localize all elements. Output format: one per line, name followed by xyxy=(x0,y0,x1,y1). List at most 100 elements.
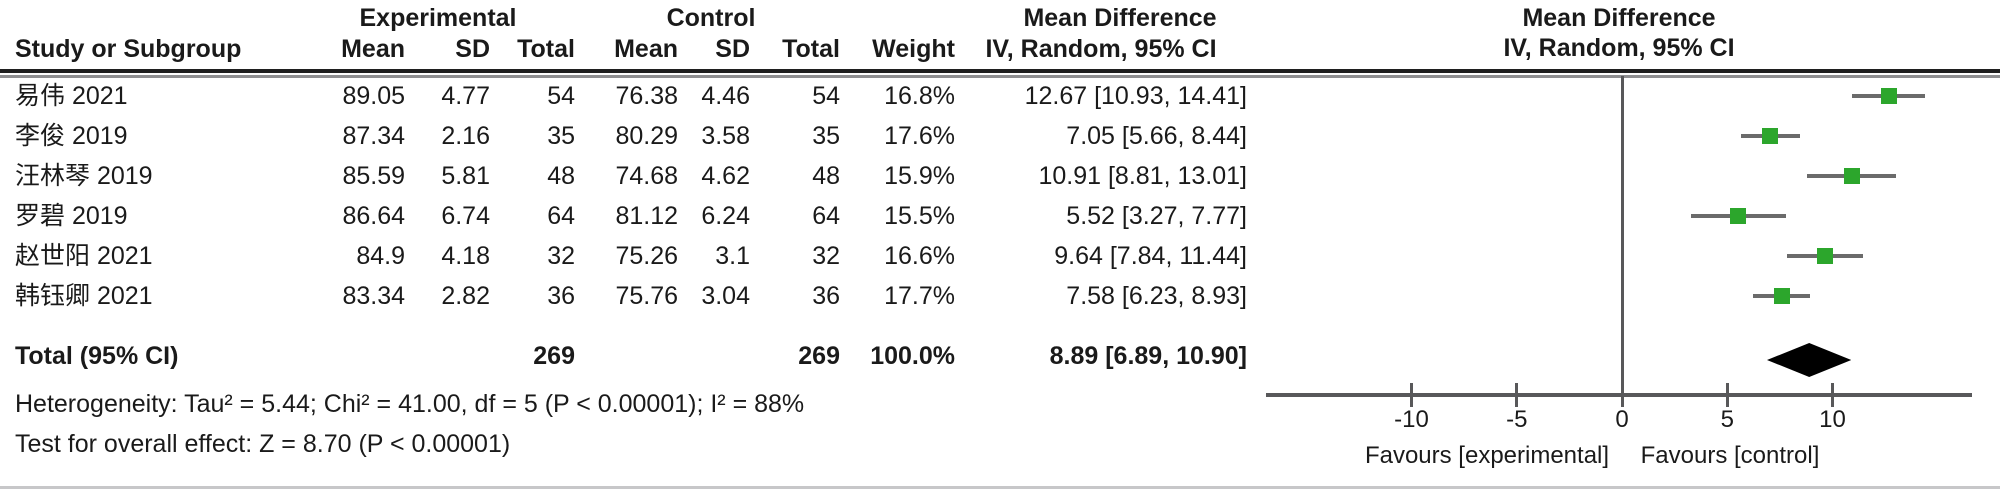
col-ctl-total: Total xyxy=(782,35,840,63)
total-ci-text: 8.89 [6.89, 10.90] xyxy=(1049,342,1247,370)
weight: 17.7% xyxy=(884,282,955,310)
exp-mean: 84.9 xyxy=(356,242,405,270)
col-exp-sd: SD xyxy=(455,35,490,63)
table-row: 罗碧 2019 86.64 6.74 64 81.12 6.24 64 15.5… xyxy=(0,196,2000,236)
header-rule-dark xyxy=(0,69,2000,73)
x-axis-tick xyxy=(1515,383,1519,407)
ctl-sd: 4.62 xyxy=(701,162,750,190)
exp-sd: 4.18 xyxy=(441,242,490,270)
col-study: Study or Subgroup xyxy=(15,35,242,63)
exp-sd: 4.77 xyxy=(441,82,490,110)
ctl-total: 36 xyxy=(812,282,840,310)
study-name: 赵世阳 2021 xyxy=(15,242,153,270)
ctl-sd: 3.1 xyxy=(715,242,750,270)
exp-total: 48 xyxy=(547,162,575,190)
exp-mean: 85.59 xyxy=(342,162,405,190)
col-ci-method: IV, Random, 95% CI xyxy=(985,35,1217,63)
exp-mean: 89.05 xyxy=(342,82,405,110)
x-axis-tick-label: -10 xyxy=(1394,406,1429,433)
ctl-mean: 76.38 xyxy=(615,82,678,110)
exp-sd: 6.74 xyxy=(441,202,490,230)
ctl-mean: 74.68 xyxy=(615,162,678,190)
total-exp-total: 269 xyxy=(533,342,575,370)
ci-text: 10.91 [8.81, 13.01] xyxy=(1038,162,1247,190)
header-control: Control xyxy=(666,4,756,32)
exp-total: 35 xyxy=(547,122,575,150)
total-label: Total (95% CI) xyxy=(15,342,179,370)
ctl-total: 32 xyxy=(812,242,840,270)
study-name: 罗碧 2019 xyxy=(15,202,128,230)
study-name: 易伟 2021 xyxy=(15,82,128,110)
x-axis-tick-label: 10 xyxy=(1819,406,1846,433)
weight: 15.5% xyxy=(884,202,955,230)
x-axis-tick xyxy=(1410,383,1413,407)
col-ctl-mean: Mean xyxy=(614,35,678,63)
x-axis-tick xyxy=(1620,383,1624,407)
table-row: 易伟 2021 89.05 4.77 54 76.38 4.46 54 16.8… xyxy=(0,76,2000,116)
exp-sd: 2.82 xyxy=(441,282,490,310)
header-experimental: Experimental xyxy=(359,4,517,32)
ctl-total: 64 xyxy=(812,202,840,230)
ctl-total: 35 xyxy=(812,122,840,150)
ci-text: 5.52 [3.27, 7.77] xyxy=(1066,202,1247,230)
exp-total: 64 xyxy=(547,202,575,230)
study-name: 韩钰卿 2021 xyxy=(15,282,153,310)
exp-total: 32 xyxy=(547,242,575,270)
exp-mean: 87.34 xyxy=(342,122,405,150)
exp-mean: 86.64 xyxy=(342,202,405,230)
weight: 16.6% xyxy=(884,242,955,270)
x-axis-line xyxy=(1266,393,1972,397)
exp-mean: 83.34 xyxy=(342,282,405,310)
ci-text: 9.64 [7.84, 11.44] xyxy=(1054,242,1247,270)
heterogeneity-note: Heterogeneity: Tau² = 5.44; Chi² = 41.00… xyxy=(15,390,805,418)
overall-effect-note: Test for overall effect: Z = 8.70 (P < 0… xyxy=(15,430,511,458)
favours-control-label: Favours [control] xyxy=(1640,442,1820,469)
exp-total: 54 xyxy=(547,82,575,110)
study-rows: 易伟 2021 89.05 4.77 54 76.38 4.46 54 16.8… xyxy=(0,76,2000,316)
ctl-sd: 4.46 xyxy=(701,82,750,110)
ctl-mean: 75.76 xyxy=(615,282,678,310)
ctl-sd: 3.58 xyxy=(701,122,750,150)
ctl-sd: 6.24 xyxy=(701,202,750,230)
col-ctl-sd: SD xyxy=(715,35,750,63)
x-axis-tick xyxy=(1725,383,1729,407)
col-ci-method-plot: IV, Random, 95% CI xyxy=(1503,34,1735,62)
figure-bottom-rule xyxy=(0,486,2000,489)
header-rule-light xyxy=(0,75,2000,78)
table-row: 赵世阳 2021 84.9 4.18 32 75.26 3.1 32 16.6%… xyxy=(0,236,2000,276)
table-row: 韩钰卿 2021 83.34 2.82 36 75.76 3.04 36 17.… xyxy=(0,276,2000,316)
col-exp-total: Total xyxy=(517,35,575,63)
ctl-sd: 3.04 xyxy=(701,282,750,310)
table-row: 汪林琴 2019 85.59 5.81 48 74.68 4.62 48 15.… xyxy=(0,156,2000,196)
ci-text: 12.67 [10.93, 14.41] xyxy=(1024,82,1247,110)
exp-sd: 5.81 xyxy=(441,162,490,190)
x-axis-tick-label: 0 xyxy=(1615,406,1629,433)
exp-sd: 2.16 xyxy=(441,122,490,150)
study-name: 李俊 2019 xyxy=(15,122,128,150)
ci-text: 7.05 [5.66, 8.44] xyxy=(1066,122,1247,150)
col-weight: Weight xyxy=(872,35,955,63)
col-exp-mean: Mean xyxy=(341,35,405,63)
ctl-total: 54 xyxy=(812,82,840,110)
header-mean-difference-text: Mean Difference xyxy=(1023,4,1217,32)
x-axis-tick xyxy=(1831,383,1834,407)
weight: 16.8% xyxy=(884,82,955,110)
study-name: 汪林琴 2019 xyxy=(15,162,153,190)
ctl-total: 48 xyxy=(812,162,840,190)
ctl-mean: 75.26 xyxy=(615,242,678,270)
ctl-mean: 81.12 xyxy=(615,202,678,230)
x-axis-tick-label: -5 xyxy=(1506,406,1528,433)
table-row: 李俊 2019 87.34 2.16 35 80.29 3.58 35 17.6… xyxy=(0,116,2000,156)
total-ctl-total: 269 xyxy=(798,342,840,370)
x-axis-tick-label: 5 xyxy=(1720,406,1734,433)
header-mean-difference-plot: Mean Difference xyxy=(1522,4,1716,32)
total-weight: 100.0% xyxy=(870,342,955,370)
column-header-row: Study or Subgroup Mean SD Total Mean SD … xyxy=(0,31,2000,67)
ci-text: 7.58 [6.23, 8.93] xyxy=(1066,282,1247,310)
total-row: Total (95% CI) 269 269 100.0% 8.89 [6.89… xyxy=(0,336,2000,376)
exp-total: 36 xyxy=(547,282,575,310)
favours-experimental-label: Favours [experimental] xyxy=(1364,442,1610,469)
ctl-mean: 80.29 xyxy=(615,122,678,150)
weight: 17.6% xyxy=(884,122,955,150)
